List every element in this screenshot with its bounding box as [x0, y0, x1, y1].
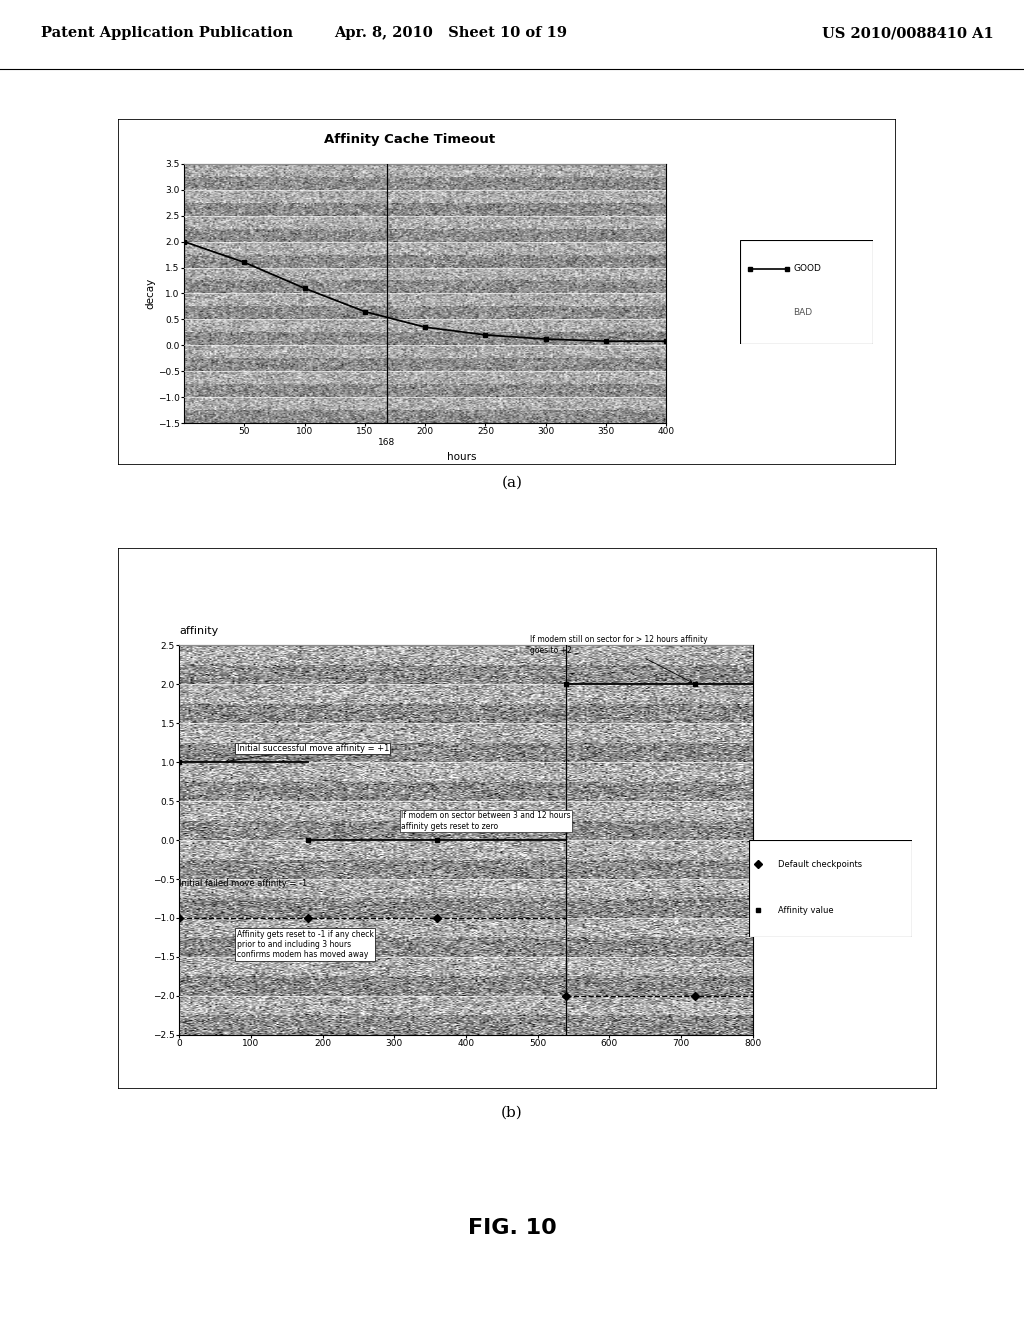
Default checkpoints [560, 987, 572, 1003]
Text: Default checkpoints: Default checkpoints [778, 859, 862, 869]
Affinity value [689, 676, 701, 692]
Text: (a): (a) [502, 477, 522, 490]
FancyBboxPatch shape [740, 240, 872, 343]
Text: If modem on sector between 3 and 12 hours
affinity gets reset to zero: If modem on sector between 3 and 12 hour… [401, 812, 571, 830]
Default checkpoints [173, 909, 185, 925]
Default checkpoints [302, 909, 314, 925]
Text: US 2010/0088410 A1: US 2010/0088410 A1 [821, 26, 993, 41]
Text: Affinity gets reset to -1 if any check
prior to and including 3 hours
confirms m: Affinity gets reset to -1 if any check p… [237, 929, 374, 960]
Text: Affinity value: Affinity value [778, 906, 834, 915]
Text: Affinity Cache Timeout: Affinity Cache Timeout [324, 133, 496, 147]
FancyBboxPatch shape [118, 548, 937, 1089]
Text: Patent Application Publication: Patent Application Publication [41, 26, 293, 41]
Line: Default checkpoints: Default checkpoints [176, 915, 698, 999]
Text: BAD: BAD [794, 308, 812, 317]
Text: Apr. 8, 2010   Sheet 10 of 19: Apr. 8, 2010 Sheet 10 of 19 [334, 26, 567, 41]
Text: FIG. 10: FIG. 10 [468, 1217, 556, 1238]
Affinity value [431, 832, 443, 847]
Text: Initial failed move affinity = -1: Initial failed move affinity = -1 [179, 879, 307, 888]
FancyBboxPatch shape [749, 840, 912, 937]
Line: Affinity value: Affinity value [177, 681, 697, 842]
Text: hours: hours [446, 451, 476, 462]
Text: 168: 168 [378, 438, 395, 446]
Text: GOOD: GOOD [794, 264, 821, 273]
FancyBboxPatch shape [118, 119, 896, 465]
Text: (b): (b) [501, 1106, 523, 1119]
Affinity value [302, 832, 314, 847]
Text: minutes: minutes [767, 870, 809, 880]
Default checkpoints [431, 909, 443, 925]
Affinity value [173, 754, 185, 770]
Default checkpoints [689, 987, 701, 1003]
Affinity value [560, 676, 572, 692]
Text: If modem still on sector for > 12 hours affinity
goes to +2: If modem still on sector for > 12 hours … [530, 635, 708, 682]
Text: affinity: affinity [179, 626, 218, 636]
Text: Initial successful move affinity = +1: Initial successful move affinity = +1 [226, 743, 389, 763]
Y-axis label: decay: decay [145, 277, 155, 309]
